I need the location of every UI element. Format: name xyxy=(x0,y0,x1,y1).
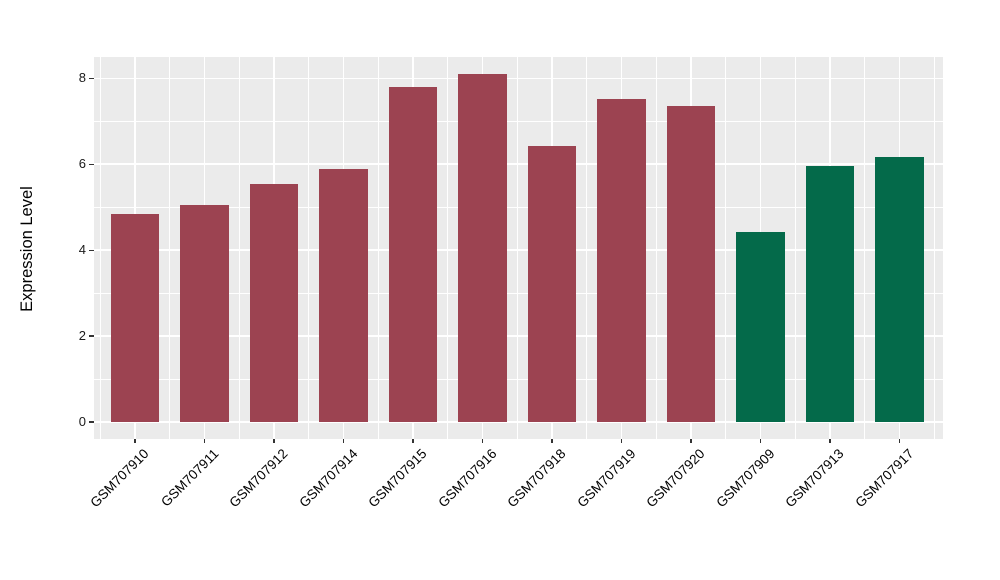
bar-GSM707915 xyxy=(388,87,438,422)
x-tick-mark xyxy=(690,438,692,443)
x-tick-mark xyxy=(134,438,136,443)
gridline-major-h xyxy=(94,249,943,251)
gridline-major-h xyxy=(94,335,943,337)
x-tick-mark xyxy=(203,438,206,443)
gridline-major-h xyxy=(94,421,943,423)
gridline-minor-h xyxy=(94,120,943,122)
y-axis-title: Expression Level xyxy=(18,186,36,312)
gridline-minor-v xyxy=(447,57,449,439)
gridline-major-h xyxy=(94,77,943,80)
bar-GSM707917 xyxy=(875,156,924,422)
gridline-minor-v xyxy=(169,57,171,439)
gridline-minor-h xyxy=(94,206,943,208)
gridline-minor-v xyxy=(238,57,240,439)
bar-GSM707910 xyxy=(110,213,160,422)
gridline-minor-v xyxy=(586,57,588,439)
gridline-minor-v xyxy=(655,57,657,439)
y-tick-label: 6 xyxy=(78,156,86,172)
y-tick-mark xyxy=(89,249,94,251)
gridline-minor-v xyxy=(377,57,379,439)
x-tick-mark xyxy=(620,438,623,443)
gridline-minor-v xyxy=(516,57,518,439)
x-tick-mark xyxy=(829,438,831,443)
gridline-minor-v xyxy=(725,57,727,439)
bar-GSM707916 xyxy=(458,74,507,422)
gridline-minor-v xyxy=(864,57,866,439)
plot-panel xyxy=(94,57,943,439)
x-tick-mark xyxy=(481,438,484,443)
y-tick-label: 0 xyxy=(78,414,86,429)
x-tick-label: GSM707910 xyxy=(87,446,152,511)
x-tick-mark xyxy=(342,438,345,443)
gridline-minor-v xyxy=(308,57,310,439)
bar-GSM707912 xyxy=(249,184,299,422)
gridline-minor-h xyxy=(94,292,943,294)
bar-GSM707911 xyxy=(180,205,229,422)
y-tick-mark xyxy=(89,335,94,337)
x-tick-mark xyxy=(759,438,762,443)
gridline-minor-v xyxy=(99,57,101,439)
y-tick-mark xyxy=(89,77,94,79)
y-tick-label: 8 xyxy=(78,70,86,86)
y-tick-mark xyxy=(89,163,94,165)
x-tick-mark xyxy=(551,438,553,443)
x-tick-mark xyxy=(273,438,275,443)
gridline-minor-v xyxy=(794,57,796,439)
bar-GSM707913 xyxy=(805,165,855,422)
gridline-minor-v xyxy=(933,57,935,439)
bar-GSM707914 xyxy=(319,169,368,422)
bar-GSM707919 xyxy=(597,99,646,422)
x-tick-mark xyxy=(412,438,414,443)
bar-GSM707918 xyxy=(527,146,577,422)
y-tick-label: 4 xyxy=(78,242,86,258)
bar-GSM707920 xyxy=(666,106,716,422)
y-tick-label: 2 xyxy=(78,328,86,344)
y-tick-mark xyxy=(89,421,94,423)
gridline-minor-h xyxy=(94,378,943,380)
x-tick-mark xyxy=(898,438,901,443)
bar-GSM707909 xyxy=(736,232,785,422)
gridline-major-h xyxy=(94,163,943,165)
